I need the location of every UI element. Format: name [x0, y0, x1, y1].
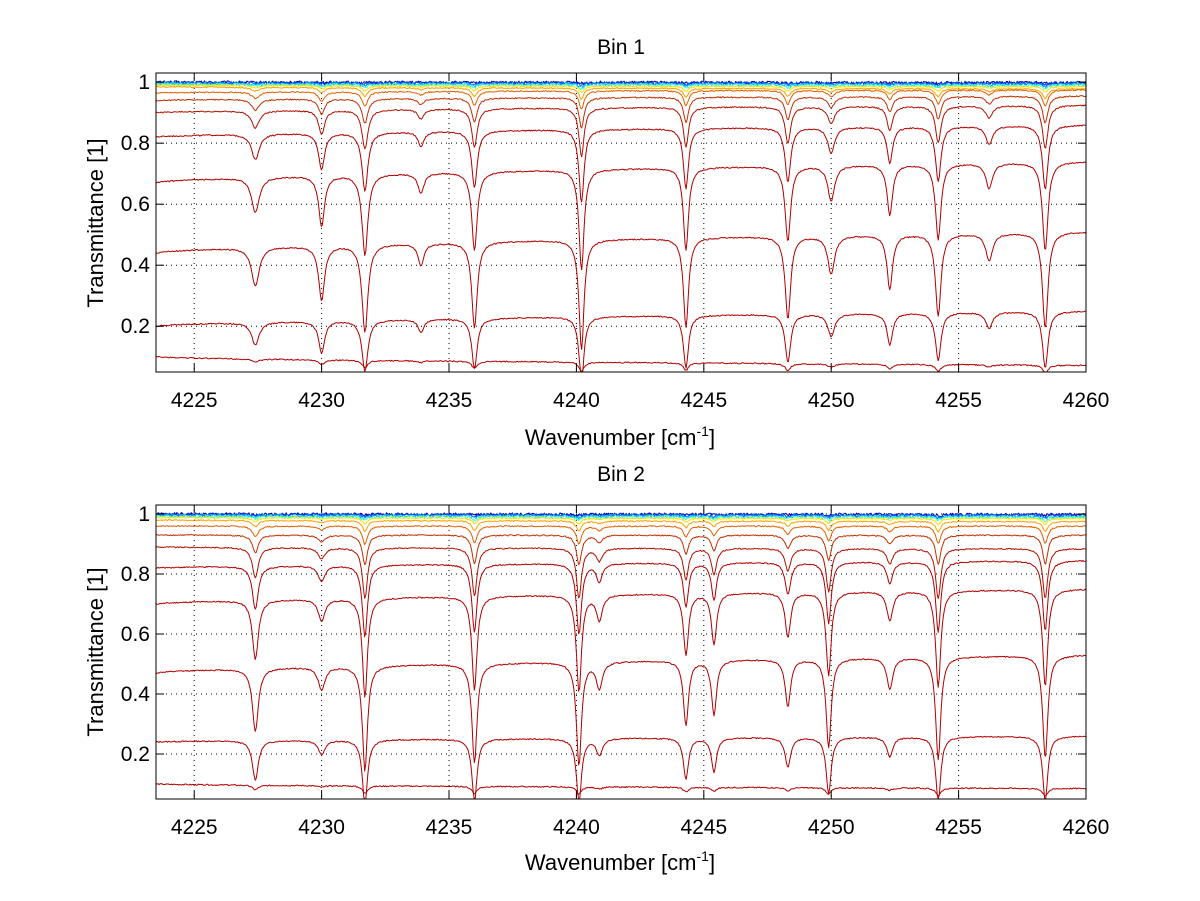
series-line-s10 [155, 560, 1086, 638]
series-line-s11 [155, 161, 1087, 271]
series-line-s11 [155, 588, 1087, 698]
series-line-s12 [155, 231, 1087, 350]
x-tick-label: 4260 [1063, 389, 1110, 412]
series-line-s9 [155, 546, 1087, 600]
series-line-s5 [155, 84, 1087, 93]
x-tick-label: 4250 [808, 389, 855, 412]
y-tick-labels: 0.2 0.4 0.6 0.8 1 [121, 71, 151, 338]
y-tick-label: 0.6 [121, 193, 150, 216]
y-tick-label: 0.8 [121, 563, 150, 586]
x-tick-label: 4245 [680, 389, 727, 412]
tick-marks [156, 73, 1087, 372]
chart-bin-1: Bin 1 4225 4230 4235 4240 4245 4250 4255 4260 0… [83, 36, 1109, 450]
plot-frame [155, 504, 1087, 800]
series-group [155, 80, 1087, 373]
grid [156, 73, 1086, 372]
x-tick-labels: 4225 4230 4235 4240 4245 4250 4255 4260 [171, 816, 1109, 839]
x-tick-label: 4255 [935, 389, 982, 412]
x-axis-label-superscript: -1 [697, 423, 710, 439]
x-tick-label: 4245 [680, 816, 727, 839]
chart-title: Bin 1 [597, 36, 645, 59]
y-tick-label: 1 [138, 71, 150, 94]
chart-bin-2: Bin 2 4225 4230 4235 4240 4245 4250 4255 4260 0… [83, 463, 1109, 875]
x-tick-label: 4230 [298, 389, 345, 412]
series-line-s7 [155, 525, 1087, 546]
x-tick-label: 4235 [426, 389, 473, 412]
y-tick-label: 0.2 [121, 315, 150, 338]
y-tick-label: 0.4 [121, 254, 151, 277]
y-tick-labels: 0.2 0.4 0.6 0.8 1 [121, 503, 151, 766]
series-line-s8 [155, 95, 1087, 129]
y-tick-label: 0.8 [121, 132, 150, 155]
series-line-s8 [155, 534, 1087, 566]
x-axis-label-end: ] [709, 850, 715, 875]
x-tick-label: 4225 [171, 816, 218, 839]
x-axis-label-main: Wavenumber [cm [525, 850, 697, 875]
x-tick-label: 4240 [553, 816, 600, 839]
series-line-s13 [155, 735, 1086, 800]
series-line-s6 [155, 519, 1087, 533]
y-tick-label: 0.4 [121, 683, 151, 706]
series-line-s14 [155, 355, 1087, 373]
x-axis-label-end: ] [709, 425, 715, 450]
y-tick-label: 0.2 [121, 743, 150, 766]
x-tick-labels: 4225 4230 4235 4240 4245 4250 4255 4260 [171, 389, 1109, 412]
series-group [155, 512, 1087, 800]
tick-marks [156, 505, 1087, 799]
x-tick-label: 4240 [553, 389, 600, 412]
y-axis-label: Transmittance [1] [83, 567, 108, 736]
chart-title: Bin 2 [597, 463, 645, 486]
series-line-s9 [155, 104, 1087, 158]
series-line-s4 [155, 514, 1087, 523]
y-tick-label: 1 [138, 503, 150, 526]
plot-frame [155, 72, 1087, 373]
x-tick-label: 4250 [808, 816, 855, 839]
x-axis-label-superscript: -1 [697, 848, 710, 864]
series-line-s10 [155, 124, 1087, 203]
x-axis-label: Wavenumber [cm-1] [525, 423, 715, 450]
series-line-s7 [155, 88, 1086, 110]
x-tick-label: 4230 [298, 816, 345, 839]
x-axis-label: Wavenumber [cm-1] [525, 848, 715, 875]
series-line-s6 [155, 85, 1087, 100]
x-tick-label: 4235 [426, 816, 473, 839]
x-tick-label: 4260 [1063, 816, 1110, 839]
y-axis-label: Transmittance [1] [83, 138, 108, 307]
x-tick-label: 4225 [171, 389, 218, 412]
series-line-s14 [155, 783, 1087, 797]
series-line-s13 [155, 310, 1087, 373]
series-line-s12 [155, 654, 1087, 772]
x-axis-label-main: Wavenumber [cm [525, 425, 697, 450]
y-tick-label: 0.6 [121, 623, 150, 646]
x-tick-label: 4255 [935, 816, 982, 839]
series-line-s5 [155, 516, 1087, 525]
